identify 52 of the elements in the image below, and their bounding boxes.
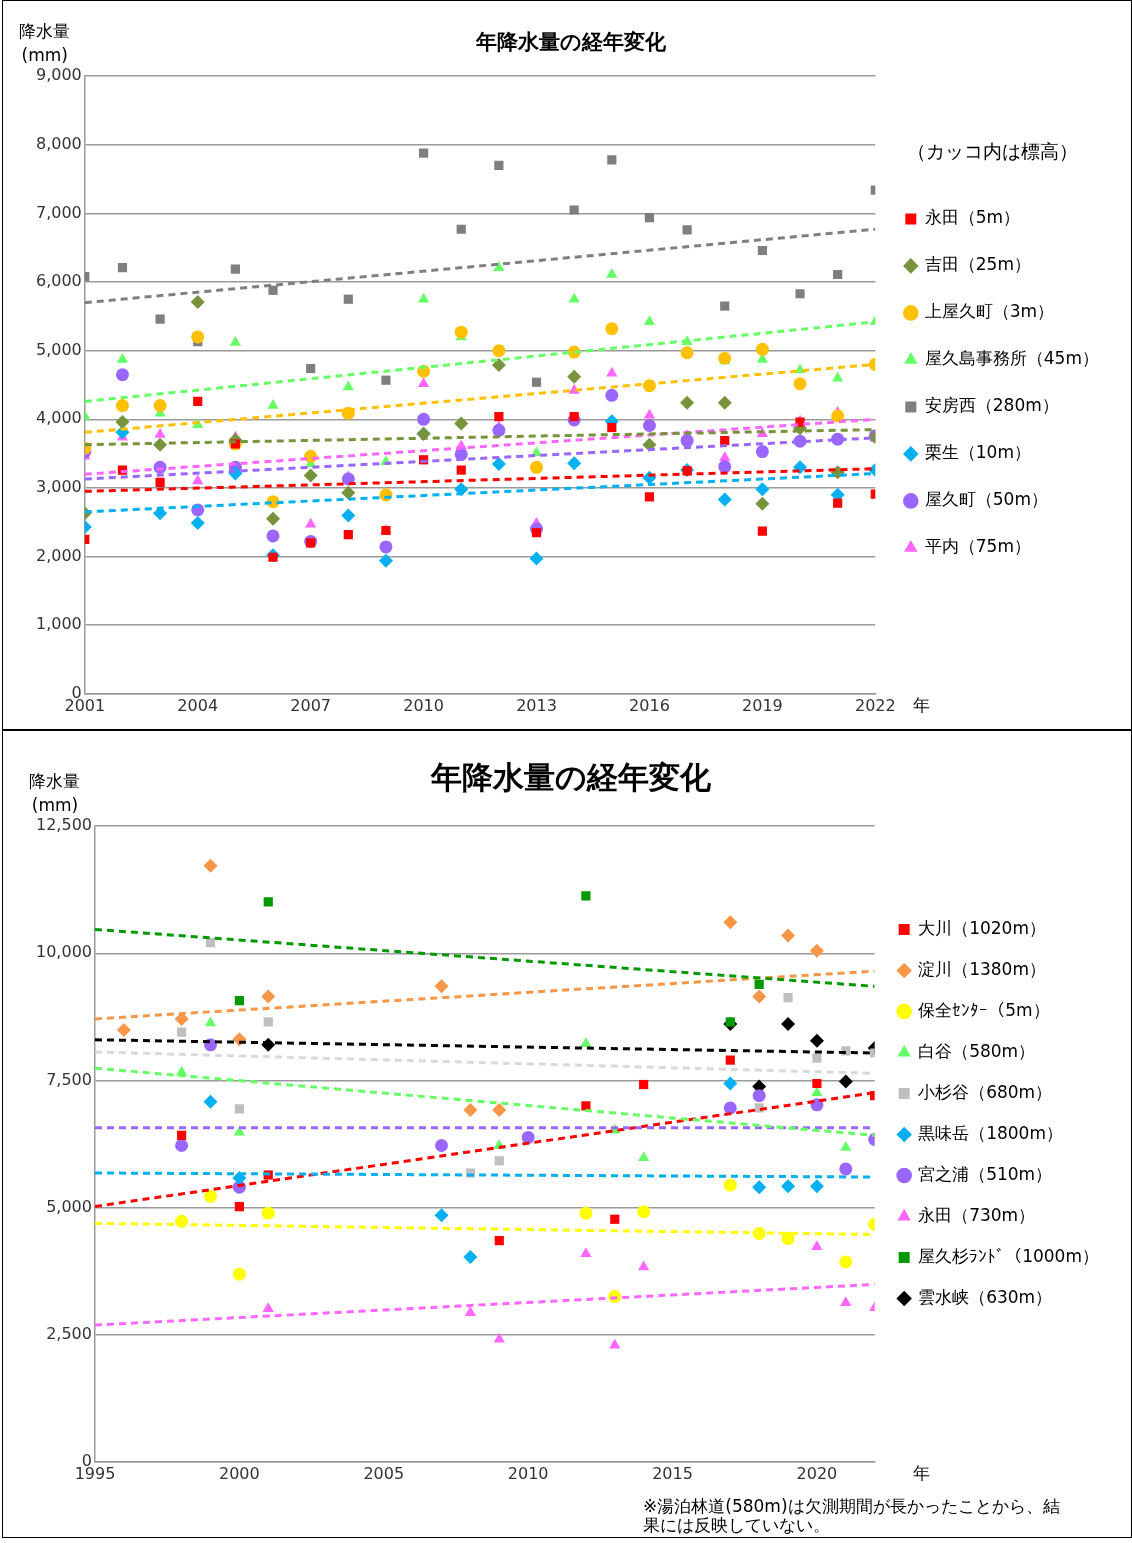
x-axis-title: 年: [912, 1463, 930, 1484]
y-axis-title: 降水量 (mm): [29, 770, 81, 815]
x-tick-label: 2019: [742, 695, 783, 715]
x-tick-label: 2005: [363, 1463, 405, 1483]
x-tick-label: 2013: [516, 695, 557, 715]
legend-label: 屋久町（50m）: [924, 489, 1049, 510]
y-axis-title: 降水量 (mm): [19, 20, 71, 65]
legend-label: 栗生（10m）: [924, 442, 1032, 463]
x-tick-label: 2022: [854, 695, 896, 715]
y-tick-label: 10,000: [36, 942, 92, 962]
y-tick-label: 4,000: [35, 408, 82, 428]
y-tick-label: 9,000: [35, 65, 82, 85]
x-tick-label: 2016: [629, 695, 670, 715]
legend-label: 安房西（280m）: [924, 395, 1059, 416]
chart-title: 年降水量の経年変化: [430, 758, 712, 795]
x-tick-label: 2010: [507, 1463, 549, 1483]
x-tick-label: 2004: [177, 695, 219, 715]
legend-label: 宮之浦（510m）: [918, 1163, 1053, 1184]
text: ※湯泊林道(580m)は欠測期間が長かったことから、結果には反映していない。: [643, 1496, 1061, 1535]
y-tick-label: 3,000: [35, 477, 82, 497]
y-tick-label: 2,500: [46, 1323, 92, 1343]
chart-title: 年降水量の経年変化: [475, 30, 667, 55]
legend-label: 黒味岳（1800m）: [918, 1122, 1063, 1143]
y-tick-label: 6,000: [35, 271, 82, 291]
legend-label: 小杉谷（680m）: [918, 1081, 1053, 1102]
legend-label: 永田（5m）: [924, 207, 1021, 228]
y-tick-label: 1,000: [35, 614, 82, 634]
y-tick-label: 5,000: [46, 1196, 92, 1216]
x-axis-title: 年: [913, 695, 931, 716]
legend-label: 屋久杉ﾗﾝﾄﾞ（1000m）: [918, 1245, 1099, 1266]
legend-label: 上屋久町（3m）: [924, 301, 1055, 322]
x-tick-label: 2000: [219, 1463, 260, 1483]
legend-label: 屋久島事務所（45m）: [924, 348, 1100, 369]
legend-label: 吉田（25m）: [924, 254, 1032, 275]
legend-label: 淀川（1380m）: [918, 958, 1046, 979]
x-tick-label: 2015: [652, 1463, 693, 1483]
x-tick-label: 2020: [796, 1463, 838, 1483]
y-tick-label: 12,500: [36, 815, 92, 835]
y-tick-label: 7,000: [35, 202, 82, 222]
legend-label: 平内（75m）: [924, 536, 1032, 557]
legend-label: 保全ｾﾝﾀｰ（5m）: [918, 999, 1050, 1020]
legend-label: 雲水峡（630m）: [918, 1286, 1053, 1307]
y-tick-label: 2,000: [35, 545, 82, 565]
legend-label: 白谷（580m）: [918, 1040, 1036, 1061]
legend-label: 大川（1020m）: [918, 917, 1046, 938]
x-tick-label: 2007: [290, 695, 332, 715]
legend-title: （カッコ内は標高）: [906, 140, 1078, 163]
y-tick-label: 5,000: [35, 339, 82, 359]
y-tick-label: 7,500: [46, 1069, 92, 1089]
legend-label: 永田（730m）: [918, 1204, 1036, 1225]
x-tick-label: 2010: [403, 695, 444, 715]
y-tick-label: 8,000: [35, 133, 82, 153]
